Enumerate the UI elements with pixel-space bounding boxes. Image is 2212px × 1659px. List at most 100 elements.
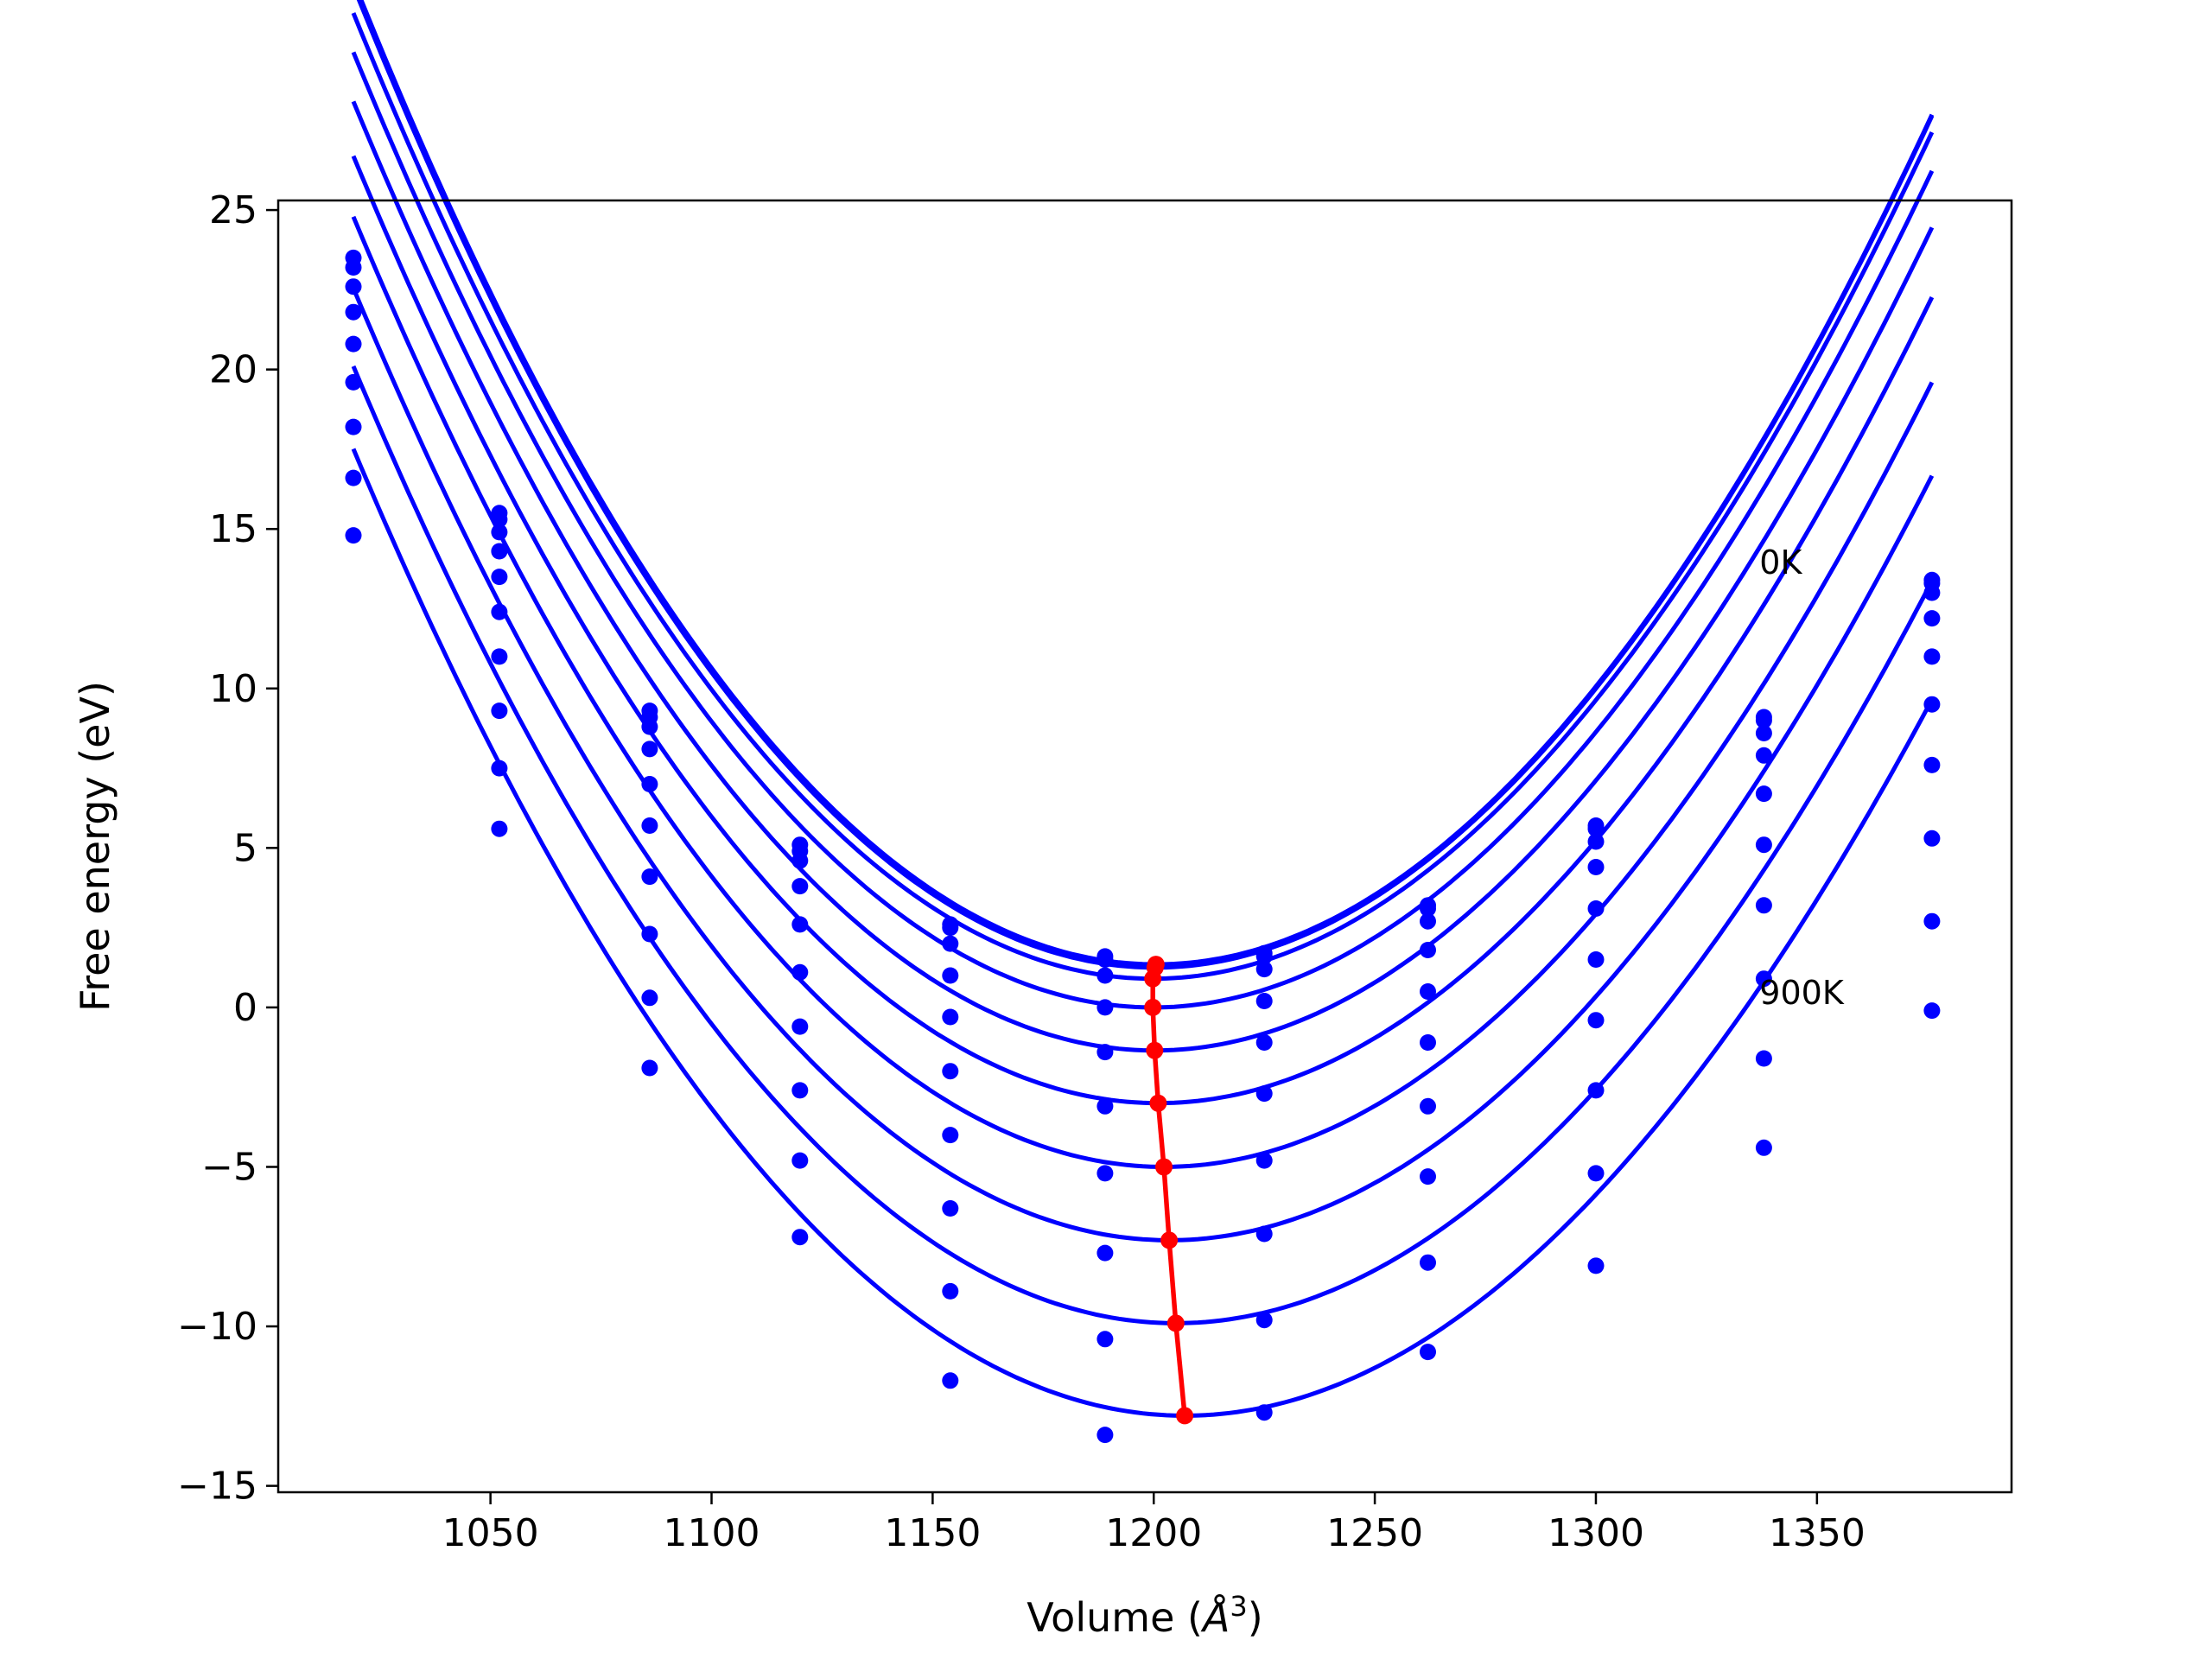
fit-curve-6 — [351, 215, 1935, 1170]
data-point-1-0 — [345, 259, 362, 276]
y-tick-label-6: −5 — [201, 1145, 257, 1189]
data-point-1-6 — [1255, 948, 1273, 965]
data-point-2-0 — [345, 278, 362, 296]
data-point-2-3 — [791, 852, 809, 869]
y-tick-label-4: 5 — [233, 826, 257, 870]
data-point-3-0 — [345, 303, 362, 321]
fit-curve-5 — [351, 155, 1935, 1106]
x-axis-label-close: ) — [1248, 1594, 1263, 1641]
data-point-7-5 — [1096, 1244, 1114, 1262]
x-axis-label: Volume (Å3) — [1027, 1590, 1262, 1641]
data-point-4-4 — [942, 1008, 959, 1026]
data-point-5-10 — [1923, 696, 1941, 713]
data-point-5-4 — [942, 1063, 959, 1080]
y-tick-label-2: 15 — [209, 507, 257, 551]
y-tick-label-0: 25 — [209, 188, 257, 232]
fit-curve-9 — [351, 448, 1935, 1418]
data-point-3-6 — [1255, 993, 1273, 1009]
data-point-4-10 — [1923, 648, 1941, 665]
data-point-9-8 — [1587, 1257, 1605, 1274]
data-point-7-2 — [641, 925, 658, 943]
data-point-5-5 — [1096, 1097, 1114, 1115]
data-point-8-6 — [1255, 1312, 1273, 1329]
data-point-7-7 — [1420, 1168, 1436, 1185]
data-point-4-2 — [641, 776, 658, 792]
minimum-point-5 — [1149, 1094, 1167, 1112]
data-point-4-1 — [491, 569, 508, 586]
x-tick-label-5: 1300 — [1548, 1511, 1644, 1555]
data-point-1-1 — [491, 511, 508, 528]
data-point-5-8 — [1587, 951, 1605, 968]
y-axis-label: Free energy (eV) — [72, 681, 118, 1012]
data-point-4-7 — [1420, 983, 1436, 1000]
data-point-1-8 — [1587, 820, 1605, 837]
x-tick-label-3: 1200 — [1105, 1511, 1202, 1555]
fit-curve-2 — [351, 12, 1935, 982]
data-point-6-8 — [1587, 1012, 1605, 1029]
data-point-9-6 — [1255, 1404, 1273, 1421]
data-point-8-5 — [1096, 1331, 1114, 1348]
data-point-9-9 — [1755, 1139, 1772, 1156]
data-point-9-5 — [1096, 1427, 1114, 1444]
data-point-6-10 — [1923, 756, 1941, 773]
y-tick-label-3: 10 — [209, 667, 257, 711]
data-point-6-4 — [942, 1127, 959, 1144]
minimum-point-6 — [1155, 1158, 1173, 1176]
data-point-7-0 — [345, 469, 362, 486]
data-point-2-5 — [1096, 967, 1114, 984]
data-point-5-9 — [1755, 836, 1772, 854]
fit-curve-8 — [351, 365, 1935, 1325]
data-point-9-7 — [1420, 1344, 1436, 1361]
x-axis-label-main: Volume ( — [1027, 1594, 1203, 1641]
data-point-5-2 — [641, 817, 658, 834]
data-point-4-0 — [345, 335, 362, 353]
data-point-8-4 — [942, 1282, 959, 1300]
data-point-6-3 — [791, 1018, 809, 1035]
data-point-7-4 — [942, 1200, 959, 1217]
data-point-1-7 — [1420, 900, 1436, 917]
data-point-7-6 — [1255, 1225, 1273, 1243]
data-point-2-6 — [1255, 961, 1273, 978]
data-point-5-1 — [491, 603, 508, 620]
data-point-1-9 — [1755, 712, 1772, 729]
data-point-1-5 — [1096, 951, 1114, 968]
data-point-7-3 — [791, 1082, 809, 1099]
data-point-2-2 — [641, 718, 658, 735]
data-point-3-7 — [1420, 942, 1436, 958]
data-point-7-9 — [1755, 970, 1772, 988]
fit-curve-7 — [351, 287, 1935, 1243]
data-point-3-8 — [1587, 859, 1605, 875]
annotation-0k: 0K — [1759, 543, 1802, 582]
data-point-3-10 — [1923, 610, 1941, 627]
data-point-9-3 — [791, 1229, 809, 1246]
data-point-2-1 — [491, 524, 508, 541]
y-tick-label-5: 0 — [233, 986, 257, 1030]
minimum-point-7 — [1160, 1231, 1179, 1249]
minimum-point-4 — [1146, 1041, 1164, 1059]
data-point-5-0 — [345, 373, 362, 391]
data-point-3-2 — [641, 741, 658, 758]
data-point-5-7 — [1420, 1034, 1436, 1051]
data-point-3-5 — [1096, 999, 1114, 1016]
data-point-2-4 — [942, 935, 959, 952]
y-tick-label-8: −15 — [177, 1465, 257, 1509]
data-point-4-9 — [1755, 785, 1772, 803]
data-point-2-9 — [1755, 725, 1772, 741]
annotation-layer: 0K 900K — [1759, 543, 1845, 1012]
data-point-6-0 — [345, 418, 362, 435]
plot-layer — [345, 0, 1941, 1444]
fit-curve-3 — [351, 51, 1935, 1010]
data-point-8-10 — [1923, 912, 1941, 930]
axes-layer: 1050 1100 1150 1200 1250 1300 13502520151050−5… — [177, 188, 2013, 1555]
data-point-6-7 — [1420, 1097, 1436, 1115]
data-point-9-10 — [1923, 1002, 1941, 1020]
x-tick-label-6: 1350 — [1769, 1511, 1866, 1555]
data-point-4-8 — [1587, 900, 1605, 917]
x-tick-label-2: 1150 — [884, 1511, 981, 1555]
data-point-3-9 — [1755, 747, 1772, 764]
data-point-8-1 — [491, 760, 508, 777]
annotation-900k: 900K — [1759, 974, 1845, 1012]
fit-curve-4 — [351, 100, 1935, 1053]
data-point-6-2 — [641, 868, 658, 886]
